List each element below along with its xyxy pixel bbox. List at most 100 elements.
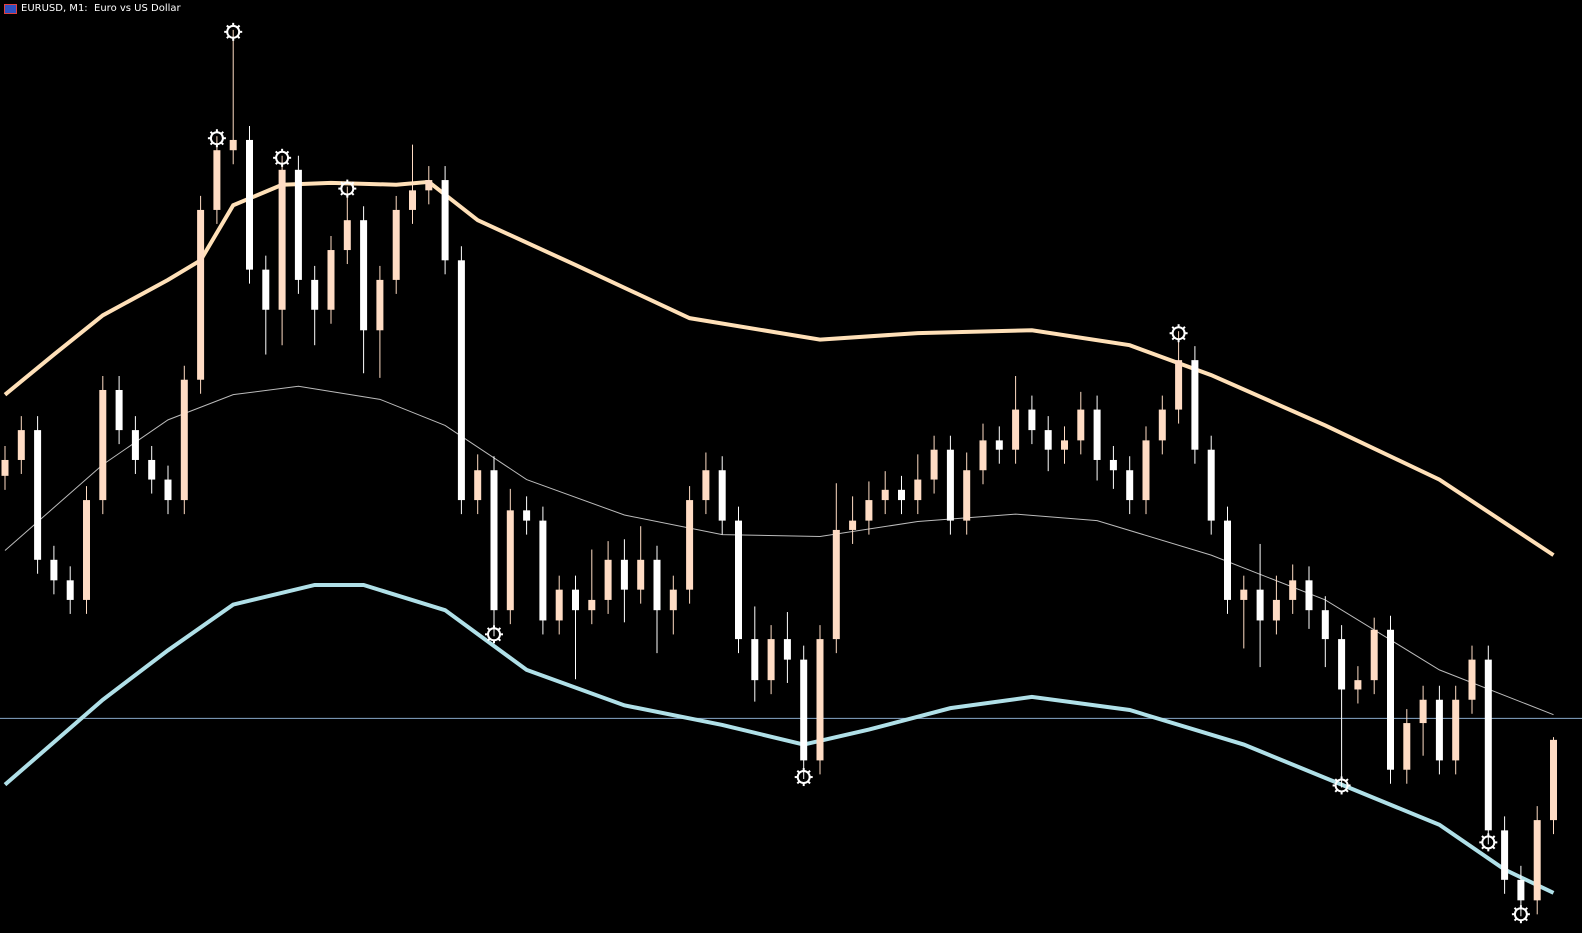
candle-body: [457, 260, 465, 501]
candle-body: [539, 520, 547, 621]
candle-body: [930, 449, 938, 480]
candle-body: [1224, 520, 1231, 600]
candle-body: [1, 459, 9, 476]
candle-body: [1484, 659, 1492, 831]
candle-body: [164, 479, 172, 501]
candle-body: [327, 250, 335, 310]
signal-marker: [485, 625, 503, 644]
candle-body: [294, 169, 302, 280]
candle-body: [148, 459, 156, 480]
moving-average: [4, 385, 1554, 716]
candle-body: [131, 430, 139, 460]
candle-body: [979, 440, 987, 471]
candle-body: [360, 220, 368, 331]
candle-body: [506, 510, 514, 611]
candle-body: [392, 209, 400, 280]
chart-title: EURUSD, M1: Euro vs US Dollar: [21, 3, 181, 14]
candle-body: [1435, 699, 1443, 761]
candle-body: [1305, 580, 1313, 611]
candle-body: [1370, 629, 1378, 681]
candle-body: [1501, 830, 1509, 880]
candle-body: [849, 520, 857, 530]
candle-body: [1256, 589, 1264, 621]
candle-body: [1338, 639, 1346, 690]
candle-body: [620, 559, 628, 590]
candle-body: [99, 389, 107, 501]
candle-body: [783, 639, 791, 660]
candle-body: [246, 139, 253, 270]
candle-body: [637, 559, 645, 590]
candle-body: [800, 659, 808, 761]
candle-body: [702, 470, 710, 501]
candle-body: [735, 520, 742, 640]
candle-body: [17, 430, 25, 460]
candle-body: [881, 489, 889, 501]
candle-body: [311, 279, 319, 310]
candle-body: [1175, 360, 1183, 410]
candle-body: [490, 470, 498, 611]
candle-body: [229, 139, 237, 151]
signal-marker: [338, 179, 357, 198]
candle-body: [588, 599, 596, 611]
candle-body: [1533, 820, 1541, 901]
candle-body: [865, 500, 873, 521]
signal-marker: [224, 22, 243, 41]
candle-body: [523, 510, 531, 521]
candle-body: [572, 589, 579, 611]
candle-body: [1452, 699, 1460, 761]
signal-marker: [273, 148, 292, 167]
candle-body: [1240, 589, 1248, 600]
signal-marker: [1169, 324, 1188, 343]
candle-body: [1077, 409, 1085, 441]
candle-body: [197, 209, 205, 380]
candle-body: [66, 580, 74, 600]
candle-body: [474, 470, 482, 501]
signal-marker: [207, 129, 226, 148]
candle-body: [963, 470, 971, 521]
candle-body: [1126, 470, 1134, 501]
candle-body: [555, 589, 563, 621]
candle-body: [1354, 680, 1362, 690]
signal-marker: [1511, 905, 1530, 924]
candle-body: [1468, 659, 1476, 700]
candle-body: [1061, 440, 1068, 450]
candle-body: [767, 639, 775, 681]
candle-body: [946, 449, 954, 521]
candle-body: [1142, 440, 1150, 501]
moving-average: [3, 582, 1555, 895]
candle-body: [1419, 699, 1427, 724]
candle-body: [1093, 409, 1101, 460]
candle-body: [914, 479, 922, 501]
candle-body: [1289, 580, 1297, 600]
signal-marker: [794, 768, 813, 787]
candle-body: [1191, 360, 1199, 450]
candle-body: [653, 559, 661, 611]
candle-body: [995, 440, 1003, 450]
candle-body: [50, 559, 58, 581]
candle-body: [1158, 409, 1166, 441]
candle-body: [34, 430, 42, 560]
candle-body: [262, 269, 270, 310]
candle-body: [441, 180, 449, 261]
header: EURUSD, M1: Euro vs US Dollar: [4, 3, 181, 14]
candle-body: [409, 190, 416, 210]
candle-body: [1044, 430, 1052, 450]
candle-body: [686, 500, 694, 590]
candle-body: [1028, 409, 1036, 431]
candle-body: [816, 639, 824, 761]
candle-body: [1321, 610, 1329, 640]
candle-body: [278, 169, 286, 310]
candle-body: [1272, 599, 1280, 621]
candle-body: [425, 180, 433, 191]
candle-body: [376, 279, 384, 331]
candle-body: [1550, 739, 1557, 821]
candle-body: [604, 559, 612, 600]
signal-marker: [1332, 776, 1351, 795]
candle-body: [83, 500, 90, 600]
candle-body: [1517, 879, 1525, 901]
moving-average: [3, 179, 1555, 557]
candle-body: [669, 589, 677, 611]
candle-body: [180, 379, 188, 501]
